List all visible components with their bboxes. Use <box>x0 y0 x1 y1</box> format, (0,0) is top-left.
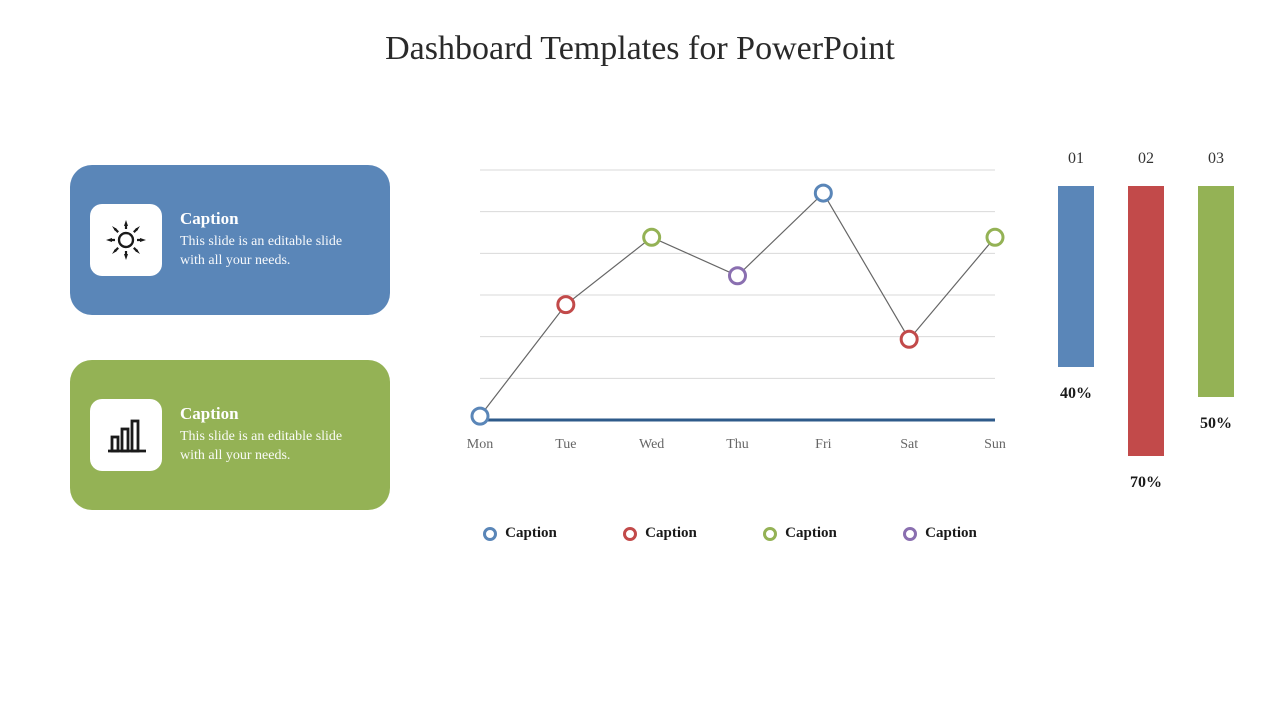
svg-text:Wed: Wed <box>639 437 664 452</box>
card-caption: Caption <box>180 404 370 424</box>
bars-icon <box>90 399 162 471</box>
gear-icon <box>90 204 162 276</box>
legend-marker-icon <box>903 527 917 541</box>
legend-item: Caption <box>763 525 837 542</box>
svg-text:Fri: Fri <box>815 437 831 452</box>
bar-chart: 01 40% 02 70% 03 50% <box>1055 150 1255 530</box>
bar-number: 03 <box>1208 150 1224 168</box>
line-chart: Mon Tue Wed Thu Fri Sat Sun <box>450 160 1010 540</box>
svg-text:Tue: Tue <box>555 437 576 452</box>
bar-fill <box>1198 186 1234 397</box>
card-desc: This slide is an editable slide with all… <box>180 428 370 466</box>
bar-column: 01 40% <box>1055 150 1097 403</box>
card-caption: Caption <box>180 209 370 229</box>
legend-marker-icon <box>483 527 497 541</box>
legend-item: Caption <box>903 525 977 542</box>
info-card-1: Caption This slide is an editable slide … <box>70 165 390 315</box>
card-desc: This slide is an editable slide with all… <box>180 233 370 271</box>
bar-percent: 40% <box>1060 385 1092 403</box>
chart-legend: Caption Caption Caption Caption <box>450 525 1010 542</box>
legend-marker-icon <box>763 527 777 541</box>
legend-label: Caption <box>645 525 697 542</box>
svg-text:Thu: Thu <box>726 437 749 452</box>
bar-percent: 70% <box>1130 474 1162 492</box>
bar-number: 02 <box>1138 150 1154 168</box>
legend-label: Caption <box>925 525 977 542</box>
legend-label: Caption <box>505 525 557 542</box>
bar-fill <box>1128 186 1164 456</box>
svg-text:Mon: Mon <box>467 437 493 452</box>
bar-column: 02 70% <box>1125 150 1167 492</box>
legend-item: Caption <box>483 525 557 542</box>
bar-column: 03 50% <box>1195 150 1237 433</box>
page-title: Dashboard Templates for PowerPoint <box>0 0 1280 68</box>
legend-item: Caption <box>623 525 697 542</box>
bar-fill <box>1058 186 1094 367</box>
bar-number: 01 <box>1068 150 1084 168</box>
svg-text:Sat: Sat <box>900 437 918 452</box>
legend-marker-icon <box>623 527 637 541</box>
legend-label: Caption <box>785 525 837 542</box>
content-area: Caption This slide is an editable slide … <box>0 150 1280 650</box>
svg-text:Sun: Sun <box>984 437 1006 452</box>
info-card-2: Caption This slide is an editable slide … <box>70 360 390 510</box>
bar-percent: 50% <box>1200 415 1232 433</box>
